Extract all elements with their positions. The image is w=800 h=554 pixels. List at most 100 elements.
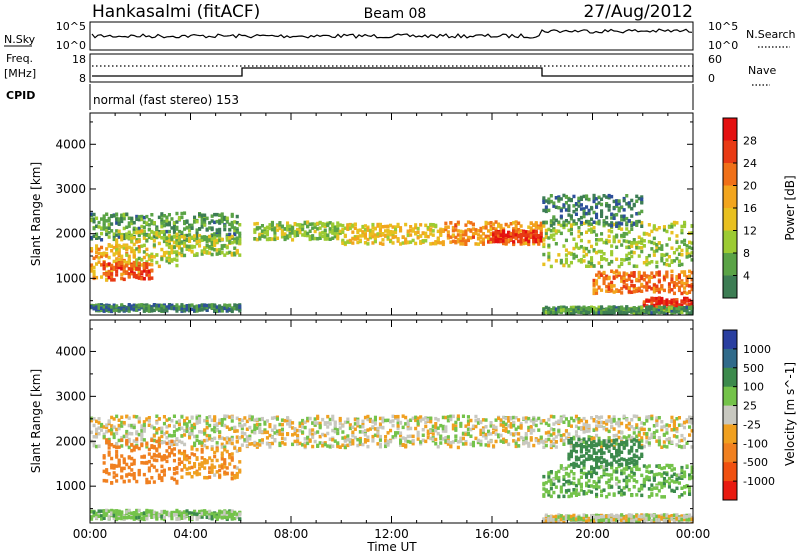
heatmap-cell	[188, 236, 192, 241]
heatmap-cell	[152, 243, 156, 247]
heatmap-cell	[429, 232, 433, 236]
heatmap-cell	[579, 203, 583, 207]
heatmap-cell	[680, 248, 684, 253]
heatmap-cell	[373, 418, 377, 422]
heatmap-cell	[145, 252, 149, 257]
heatmap-cell	[132, 461, 136, 466]
heatmap-cell	[567, 228, 571, 233]
heatmap-cell	[235, 306, 239, 310]
heatmap-cell	[366, 438, 370, 443]
heatmap-cell	[175, 239, 179, 243]
heatmap-cell	[592, 288, 596, 292]
heatmap-cell	[625, 311, 629, 315]
heatmap-cell	[313, 236, 317, 241]
heatmap-cell	[336, 428, 340, 432]
colorbar-tick-label: 28	[743, 135, 757, 148]
heatmap-cell	[358, 234, 362, 238]
heatmap-cell	[175, 220, 179, 224]
heatmap-cell	[494, 220, 498, 224]
heatmap-cell	[140, 276, 144, 281]
heatmap-cell	[177, 241, 181, 245]
heatmap-cell	[620, 430, 624, 435]
heatmap-cell	[137, 215, 141, 219]
heatmap-cell	[115, 244, 119, 249]
heatmap-cell	[665, 437, 669, 442]
heatmap-cell	[542, 311, 546, 315]
heatmap-cell	[564, 257, 568, 262]
heatmap-cell	[298, 230, 302, 235]
heatmap-cell	[469, 442, 473, 446]
heatmap-cell	[683, 273, 687, 277]
heatmap-cell	[441, 437, 445, 441]
heatmap-cell	[183, 419, 187, 423]
heatmap-cell	[582, 440, 586, 444]
heatmap-cell	[607, 415, 611, 419]
heatmap-cell	[102, 432, 106, 436]
heatmap-cell	[183, 457, 187, 461]
heatmap-cell	[396, 222, 400, 227]
heatmap-cell	[562, 244, 566, 248]
heatmap-cell	[620, 421, 624, 426]
heatmap-cell	[301, 418, 305, 423]
heatmap-cell	[504, 439, 508, 444]
heatmap-cell	[542, 242, 546, 246]
heatmap-cell	[554, 205, 558, 209]
heatmap-cell	[120, 454, 124, 458]
heatmap-cell	[667, 282, 671, 286]
heatmap-cell	[220, 436, 224, 440]
heatmap-cell	[213, 232, 217, 236]
heatmap-cell	[205, 250, 209, 254]
heatmap-cell	[582, 426, 586, 430]
heatmap-cell	[622, 208, 626, 212]
heatmap-cell	[145, 303, 149, 307]
heatmap-cell	[298, 228, 302, 233]
heatmap-cell	[183, 465, 187, 469]
heatmap-cell	[384, 435, 388, 439]
heatmap-cell	[132, 264, 136, 268]
heatmap-cell	[444, 425, 448, 429]
heatmap-cell	[672, 251, 676, 255]
heatmap-cell	[170, 303, 174, 308]
heatmap-cell	[356, 230, 360, 234]
heatmap-cell	[110, 222, 114, 226]
heatmap-cell	[600, 415, 604, 419]
heatmap-cell	[117, 265, 121, 270]
heatmap-cell	[683, 300, 687, 305]
heatmap-cell	[135, 263, 139, 267]
heatmap-cell	[361, 224, 365, 229]
heatmap-cell	[238, 234, 242, 238]
heatmap-cell	[446, 435, 450, 439]
heatmap-cell	[130, 468, 134, 472]
heatmap-cell	[155, 428, 159, 432]
heatmap-cell	[115, 229, 119, 233]
heatmap-cell	[456, 440, 460, 444]
heatmap-cell	[685, 244, 689, 248]
heatmap-cell	[615, 308, 619, 312]
heatmap-cell	[190, 423, 194, 428]
heatmap-cell	[157, 230, 161, 234]
heatmap-cell	[424, 416, 428, 420]
heatmap-cell	[622, 231, 626, 236]
heatmap-cell	[677, 288, 681, 293]
heatmap-cell	[215, 470, 219, 474]
heatmap-cell	[238, 253, 242, 257]
heatmap-cell	[326, 444, 330, 448]
heatmap-cell	[446, 418, 450, 423]
heatmap-cell	[235, 241, 239, 245]
heatmap-cell	[223, 217, 227, 221]
heatmap-cell	[595, 308, 599, 312]
heatmap-cell	[150, 258, 154, 263]
heatmap-cell	[655, 305, 659, 309]
heatmap-cell	[115, 511, 119, 515]
heatmap-cell	[389, 419, 393, 424]
heatmap-cell	[471, 235, 475, 239]
heatmap-cell	[605, 309, 609, 313]
heatmap-cell	[193, 462, 197, 466]
heatmap-cell	[117, 258, 121, 262]
heatmap-cell	[592, 199, 596, 204]
heatmap-cell	[132, 423, 136, 428]
heatmap-cell	[537, 241, 541, 245]
heatmap-cell	[245, 427, 249, 431]
freq-strip-frame	[89, 53, 694, 83]
heatmap-cell	[162, 421, 166, 426]
